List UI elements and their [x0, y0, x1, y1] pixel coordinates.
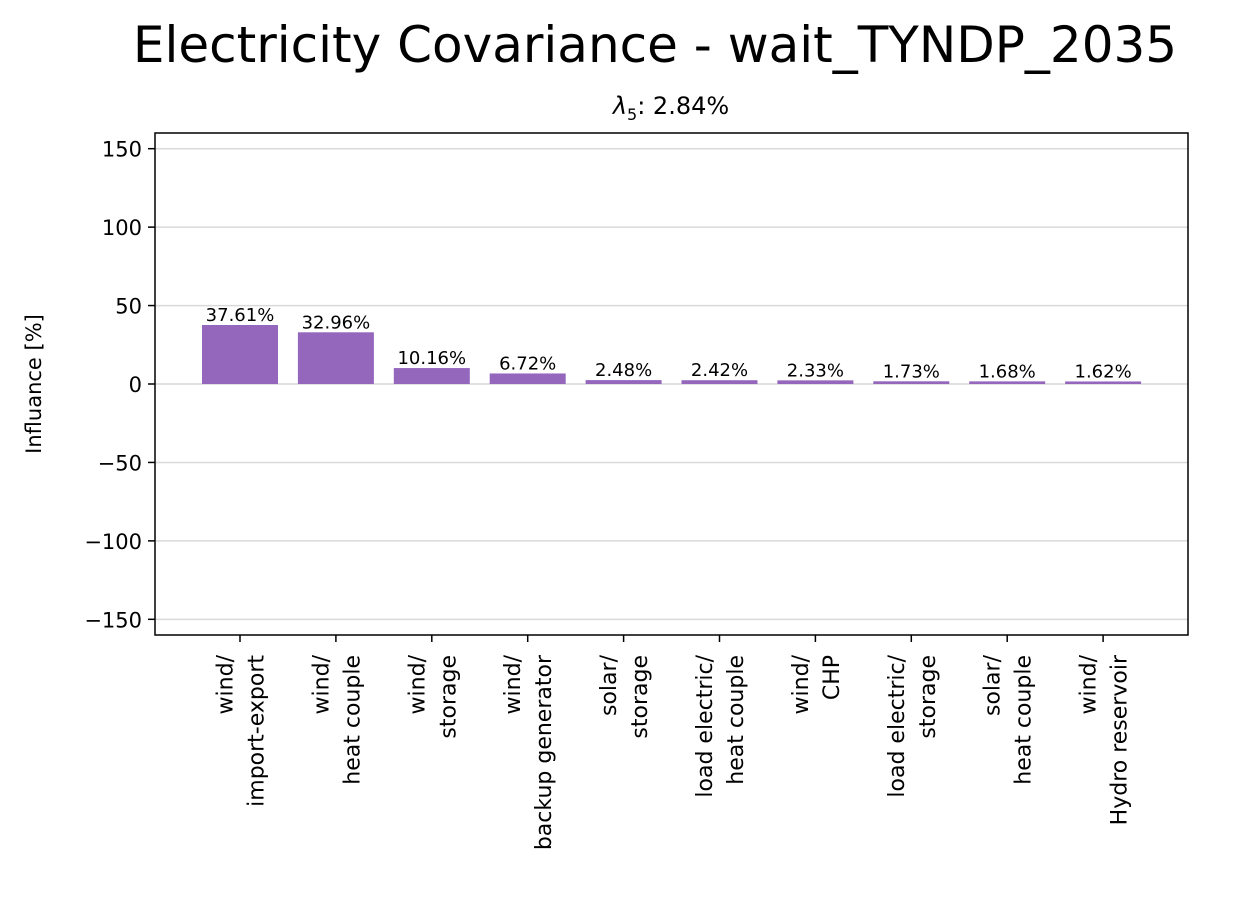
x-tick-label: storage	[436, 655, 461, 739]
bar-value-label: 1.62%	[1075, 361, 1132, 382]
bar	[489, 373, 566, 384]
bar	[1065, 381, 1142, 384]
bar-value-label: 1.73%	[883, 361, 940, 382]
bar-value-label: 2.42%	[691, 360, 748, 381]
x-tick-label: wind/	[405, 654, 430, 714]
bar	[585, 380, 662, 384]
y-tick-label: −50	[98, 451, 142, 475]
x-tick-label: wind/	[214, 654, 239, 714]
bar	[969, 381, 1046, 384]
subtitle-subscript: 5	[627, 105, 637, 124]
bar	[202, 324, 278, 384]
bar-value-label: 32.96%	[302, 312, 371, 333]
bar-value-label: 1.68%	[979, 361, 1036, 382]
bar	[297, 332, 374, 384]
chart-title: Electricity Covariance - wait_TYNDP_2035	[133, 16, 1177, 74]
x-tick-label: load electric/	[885, 654, 910, 797]
chart-subtitle: λ5: 2.84%	[611, 92, 729, 124]
y-axis-label: Influance [%]	[22, 314, 46, 454]
x-tick-label: Hydro reservoir	[1108, 654, 1133, 825]
x-tick-label: storage	[916, 655, 941, 739]
bar	[393, 368, 470, 384]
y-axis: −150 −100 −50 0 50 100 150	[84, 138, 155, 632]
x-tick-label: backup generator	[532, 654, 557, 850]
bar-value-label: 10.16%	[397, 348, 466, 369]
x-tick-label: storage	[628, 655, 653, 739]
x-tick-label: import-export	[245, 655, 270, 807]
y-tick-label: −150	[84, 608, 142, 632]
data-labels: 37.61% 32.96% 10.16% 6.72% 2.48% 2.42% 2.33% 1.…	[206, 305, 1132, 382]
bar-value-label: 2.48%	[595, 360, 652, 381]
x-tick-label: heat couple	[340, 655, 365, 785]
subtitle-text: : 2.84%	[637, 92, 729, 120]
y-tick-label: 150	[102, 138, 142, 162]
bar-value-label: 6.72%	[499, 353, 556, 374]
y-tick-label: 100	[102, 216, 142, 240]
y-tick-label: 0	[129, 373, 142, 397]
bar	[681, 380, 758, 384]
x-tick-label: solar/	[597, 654, 622, 716]
x-tick-label: wind/	[789, 654, 814, 714]
x-tick-label: wind/	[309, 654, 334, 714]
bar	[873, 381, 950, 384]
bar	[777, 380, 854, 384]
x-axis: wind/import-export wind/heat couple wind/s…	[214, 635, 1133, 850]
bars	[202, 324, 1142, 384]
subtitle-symbol: λ	[611, 92, 627, 120]
y-tick-label: −100	[84, 530, 142, 554]
x-tick-label: wind/	[501, 654, 526, 714]
x-tick-label: solar/	[981, 654, 1006, 716]
y-tick-label: 50	[115, 295, 142, 319]
x-tick-label: wind/	[1077, 654, 1102, 714]
bar-value-label: 2.33%	[787, 360, 844, 381]
x-tick-label: CHP	[820, 655, 845, 700]
x-tick-label: load electric/	[693, 654, 718, 797]
bar-value-label: 37.61%	[206, 305, 275, 326]
x-tick-label: heat couple	[1012, 655, 1037, 785]
x-tick-label: heat couple	[724, 655, 749, 785]
